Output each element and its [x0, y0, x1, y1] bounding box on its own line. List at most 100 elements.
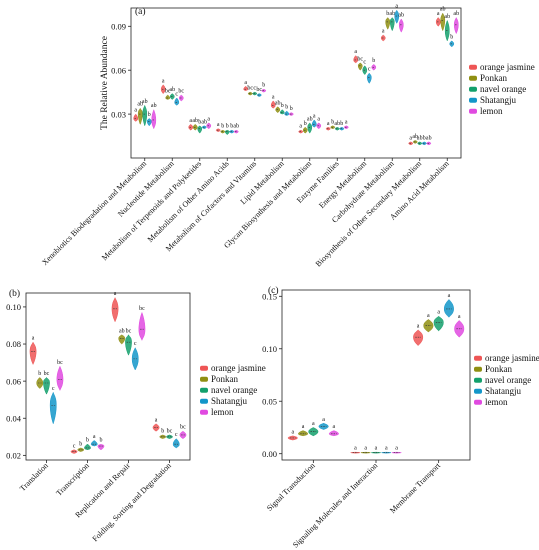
legend-entry-lemon: lemon — [480, 106, 503, 116]
significance-letter: a — [302, 424, 305, 430]
violin-navel-orange-transcription — [84, 443, 91, 451]
significance-letter: a — [217, 122, 220, 128]
y-tick-label: 0.15 — [262, 291, 277, 301]
significance-letter: ab — [169, 87, 175, 93]
significance-letter: a — [272, 94, 275, 100]
significance-letter: a — [93, 434, 96, 440]
significance-letter: ab — [192, 118, 198, 124]
violin-ponkan-amino-acid-metabolism — [440, 12, 446, 32]
significance-letter: a — [382, 29, 385, 35]
legend-entry-lemon: lemon — [485, 397, 508, 407]
x-tick-label-membrane-transport: Membrane Transport — [388, 461, 443, 516]
violin-navel-orange-translation — [43, 376, 50, 395]
significance-letter: b — [423, 135, 426, 141]
significance-letter: ab — [398, 12, 404, 18]
significance-letter: bc — [167, 428, 173, 434]
significance-letter: a — [162, 78, 165, 84]
significance-letter: a — [375, 446, 378, 452]
violin-shatangju-glycan-biosynthesis-and-metabolism — [311, 119, 317, 128]
significance-letter: b — [99, 438, 102, 444]
significance-letter: a — [155, 417, 158, 423]
significance-letter: ab — [307, 116, 313, 122]
legend-swatch-shatangju — [469, 97, 477, 103]
significance-letter: b — [38, 371, 41, 377]
significance-letter: a — [322, 417, 325, 423]
significance-letter: a — [299, 124, 302, 130]
significance-letter: ab — [275, 100, 281, 106]
legend-swatch-lemon — [469, 108, 477, 114]
panel-label: (b) — [9, 288, 20, 299]
significance-letter: c — [134, 341, 137, 347]
significance-letter: a — [385, 446, 388, 452]
legend-swatch-orange-jasmine — [200, 365, 208, 371]
significance-letter: a — [395, 4, 398, 10]
legend-entry-shatangju: Shatangju — [485, 386, 521, 396]
violin-orange-jasmine-membrane-transport — [413, 329, 424, 346]
violin-ponkan-xenobiotics-biodegradation-and-metabolism — [137, 107, 143, 125]
legend-entry-ponkan: Ponkan — [480, 73, 508, 83]
y-axis-label: The Relative Abundance — [100, 36, 110, 130]
significance-letter: bc — [256, 87, 262, 93]
significance-letter: c — [253, 86, 256, 92]
significance-letter: b — [230, 124, 233, 130]
violin-lemon-replication-and-repair — [138, 311, 146, 342]
violin-orange-jasmine-folding-sorting-and-degradation — [152, 423, 160, 432]
significance-letter: b — [262, 83, 265, 89]
y-tick-label: 0.00 — [262, 449, 277, 459]
significance-letter: ab — [201, 119, 207, 125]
significance-letter: a — [354, 49, 357, 55]
significance-letter: b — [148, 112, 151, 118]
violin-ponkan-signal-transduction — [298, 430, 309, 437]
significance-letter: c — [175, 432, 178, 438]
significance-letter: b — [79, 441, 82, 447]
violin-lemon-translation — [56, 365, 64, 392]
significance-letter: a — [32, 336, 35, 342]
significance-letter: bc — [180, 425, 186, 431]
x-tick-label-signal-transduction: Signal Transduction — [265, 461, 317, 513]
significance-letter: b — [86, 438, 89, 444]
legend-entry-navel-orange: navel orange — [211, 385, 257, 395]
significance-letter: bc — [165, 89, 171, 95]
violin-ponkan-translation — [36, 377, 44, 389]
violin-shatangju-nucleotide-metabolism — [174, 97, 180, 106]
violin-orange-jasmine-energy-metabolism — [353, 55, 359, 64]
violin-ponkan-replication-and-repair — [118, 334, 126, 345]
significance-letter: bc — [126, 328, 132, 334]
legend-swatch-navel-orange — [474, 377, 482, 383]
significance-letter: c — [52, 386, 55, 392]
significance-letter: a — [345, 119, 348, 125]
y-tick-label: 0.10 — [262, 344, 277, 354]
significance-letter: ab — [137, 102, 143, 108]
violin-navel-orange-glycan-biosynthesis-and-metabolism — [307, 122, 313, 134]
violin-orange-jasmine-xenobiotics-biodegradation-and-metabolism — [133, 113, 139, 122]
significance-letter: a — [327, 121, 330, 127]
significance-letter: ab — [412, 134, 418, 140]
violin-shatangju-membrane-transport — [443, 299, 454, 318]
violin-navel-orange-lipid-metabolism — [279, 109, 285, 115]
legend-entry-shatangju: Shatangju — [480, 95, 516, 105]
violin-lemon-transcription — [97, 443, 105, 451]
legend-entry-navel-orange: navel orange — [480, 84, 526, 94]
y-tick-label: 0.10 — [6, 302, 21, 312]
legend-swatch-lemon — [474, 399, 482, 405]
significance-letter: bc — [139, 306, 145, 312]
legend-swatch-ponkan — [474, 366, 482, 372]
significance-letter: a — [395, 446, 398, 452]
y-tick-label: 0.02 — [6, 451, 21, 461]
violin-orange-jasmine-translation — [29, 341, 37, 366]
violin-ponkan-nucleotide-metabolism — [165, 94, 171, 100]
legend-entry-ponkan: Ponkan — [485, 364, 513, 374]
x-tick-label-translation: Translation — [18, 461, 50, 493]
violin-navel-orange-membrane-transport — [433, 315, 444, 332]
significance-letter: a — [409, 135, 412, 141]
legend-entry-shatangju: Shatangju — [211, 396, 247, 406]
significance-letter: ab — [334, 121, 340, 127]
violin-shatangju-xenobiotics-biodegradation-and-metabolism — [146, 118, 152, 127]
significance-letter: c — [175, 92, 178, 98]
y-tick-label: 0.05 — [262, 396, 277, 406]
significance-letter: ab — [151, 103, 157, 109]
